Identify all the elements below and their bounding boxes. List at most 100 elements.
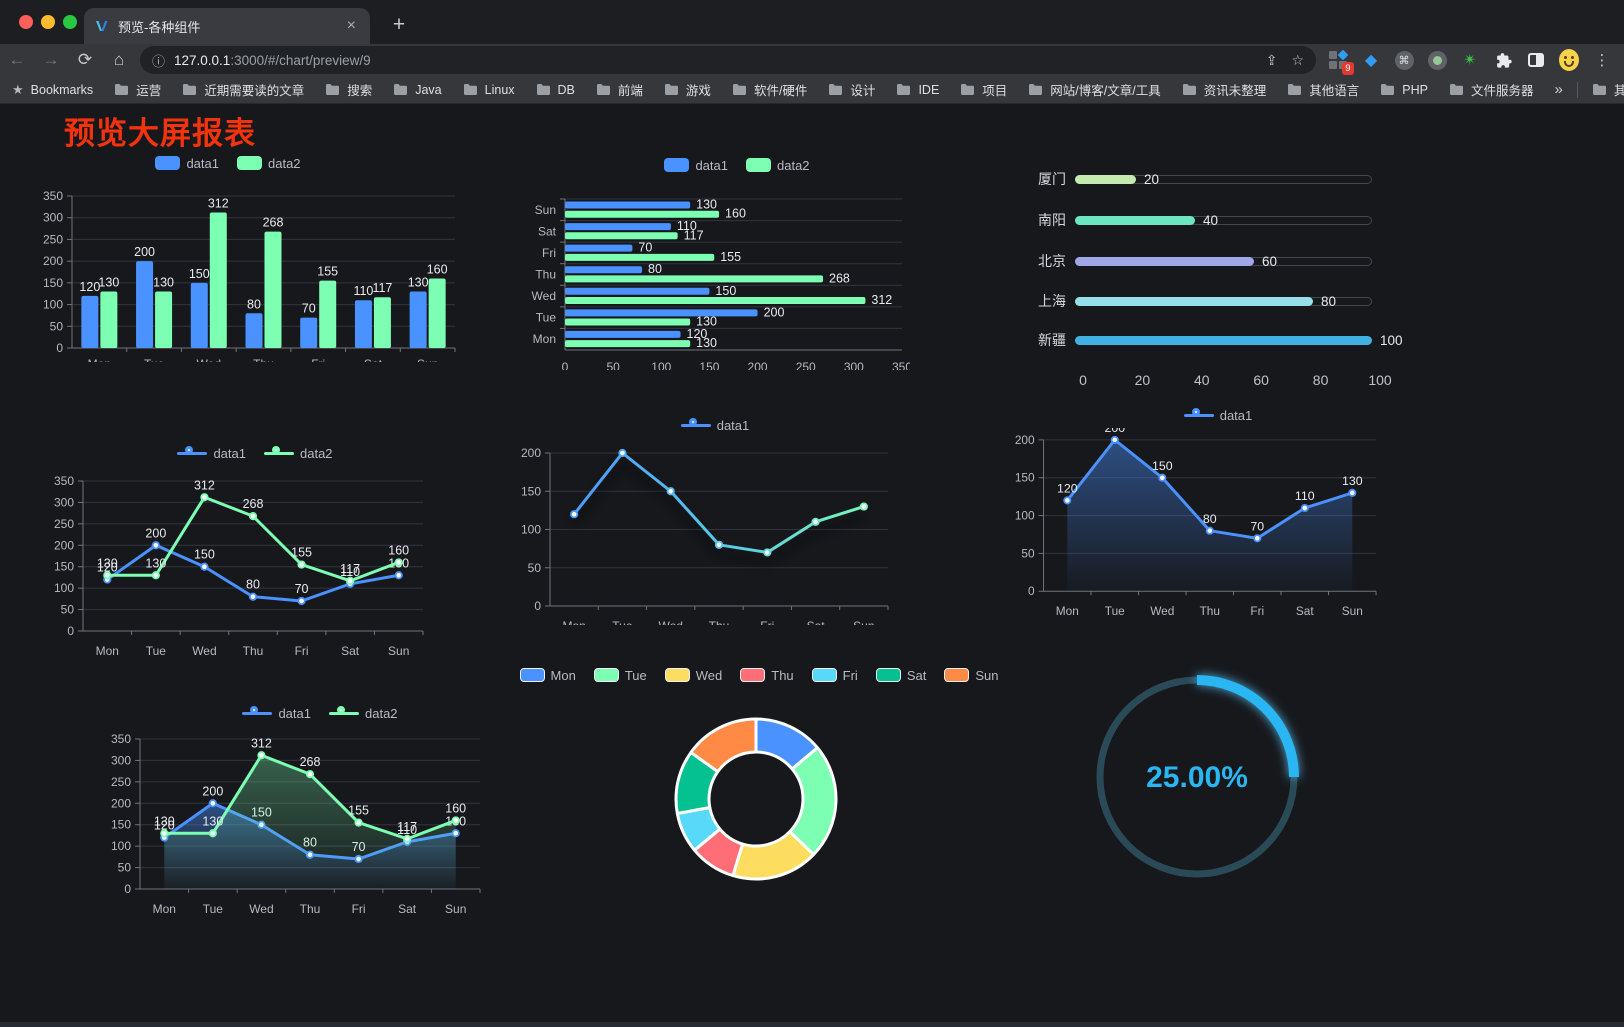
chart-canvas[interactable]: 0 50 100 150 200 250 300 350 Mon Tue Wed Thu Fri Sat S… xyxy=(40,176,460,362)
svg-text:Sun: Sun xyxy=(388,644,409,658)
command-extension-icon[interactable]: ⌘ xyxy=(1394,50,1414,70)
extensions-puzzle-icon[interactable] xyxy=(1493,50,1513,70)
browser-menu-icon[interactable]: ⋮ xyxy=(1594,52,1610,69)
side-panel-icon[interactable] xyxy=(1526,50,1546,70)
legend-item-data1[interactable]: data1 xyxy=(1183,408,1252,423)
legend-item-data2[interactable]: data2 xyxy=(746,158,810,173)
chart-multi-area-line[interactable]: data1 data2 0 50 100 150 200 250 300 350 Mon Tue Wed… xyxy=(90,690,500,918)
legend-item-Thu[interactable]: Thu xyxy=(740,668,794,683)
legend-item-data2[interactable]: data2 xyxy=(329,706,398,721)
svg-text:200: 200 xyxy=(748,360,768,370)
legend-item-data1[interactable]: data1 xyxy=(680,418,749,433)
home-button[interactable]: ⌂ xyxy=(113,50,125,69)
browser-tab[interactable]: 预览-各种组件 × xyxy=(84,8,370,44)
bookmark-folder[interactable]: 近期需要读的文章 xyxy=(182,80,304,99)
bookmark-folder[interactable]: 游戏 xyxy=(664,80,711,99)
chart-multi-line[interactable]: data1 data2 0 50 100 150 200 250 300 350 Mon Tue Wed… xyxy=(40,430,470,660)
legend-item-Sun[interactable]: Sun xyxy=(944,668,998,683)
chart-grouped-bar[interactable]: data1 data2 0 50 100 150 200 250 300 350 Mon Tue Wed… xyxy=(40,150,460,362)
bookmark-folder[interactable]: Linux xyxy=(463,83,515,97)
legend-swatch xyxy=(811,668,837,682)
new-tab-button[interactable]: + xyxy=(392,13,406,36)
profile-avatar[interactable] xyxy=(1559,49,1579,71)
legend-item-data1[interactable]: data1 xyxy=(242,706,311,721)
chart-gradient-line[interactable]: data1 0 50 100 150 200 Mon Tue Wed Thu Fri Sat Sun xyxy=(500,402,900,625)
legend-item-data2[interactable]: data2 xyxy=(237,156,301,171)
svg-text:100: 100 xyxy=(111,839,131,853)
bookmark-folder[interactable]: PHP xyxy=(1380,83,1428,97)
legend-item-data1[interactable]: data1 xyxy=(664,158,728,173)
traffic-light-maximize[interactable] xyxy=(63,15,77,29)
gauge-value-label: 25.00% xyxy=(1146,761,1248,794)
traffic-light-minimize[interactable] xyxy=(41,15,55,29)
share-icon[interactable]: ⇪ xyxy=(1265,51,1278,68)
progress-row-北京: 北京 60 xyxy=(1000,251,1400,271)
bookmark-folder[interactable]: Java xyxy=(393,83,442,97)
svg-text:50: 50 xyxy=(528,561,542,575)
record-extension-icon[interactable] xyxy=(1427,50,1447,70)
forward-button[interactable]: → xyxy=(42,50,60,69)
svg-text:200: 200 xyxy=(145,526,166,540)
tab-close-icon[interactable]: × xyxy=(346,17,356,34)
chart-canvas[interactable]: 0 50 100 150 200 250 300 350 Mon Tue Wed Thu Fri Sat S… xyxy=(90,726,500,918)
legend-line-marker xyxy=(242,706,273,720)
svg-text:Mon: Mon xyxy=(88,357,111,362)
chart-canvas[interactable]: 0 50 100 150 200 Mon Tue Wed Thu Fri Sat Sun 120 200 1… xyxy=(990,428,1390,618)
donut-slice-Sun[interactable] xyxy=(689,717,758,774)
legend-swatch xyxy=(237,156,262,170)
bookmark-folder[interactable]: 资讯未整理 xyxy=(1182,80,1266,99)
legend-item-Fri[interactable]: Fri xyxy=(811,668,858,683)
browser-toolbar: ← → ⟳ ⌂ ⓘ 127.0.0.1:3000/#/chart/preview… xyxy=(0,44,1624,76)
legend-item-Sat[interactable]: Sat xyxy=(875,668,926,683)
folder-icon xyxy=(1449,84,1463,95)
bookmark-folder[interactable]: 文件服务器 xyxy=(1449,80,1533,99)
bookmark-folder[interactable]: 运营 xyxy=(114,80,161,99)
legend-item-data1[interactable]: data1 xyxy=(155,156,219,171)
bookmark-folder[interactable]: 网站/博客/文章/工具 xyxy=(1028,80,1161,99)
svg-text:200: 200 xyxy=(202,784,223,798)
svg-text:100: 100 xyxy=(43,298,63,312)
bookmarks-overflow-chevron[interactable]: » xyxy=(1554,81,1563,98)
svg-text:Tue: Tue xyxy=(146,644,167,658)
legend-item-data2[interactable]: data2 xyxy=(264,446,333,461)
bookmark-folder[interactable]: 搜索 xyxy=(325,80,372,99)
legend-item-Mon[interactable]: Mon xyxy=(519,668,576,683)
gem-extension-icon[interactable]: ◆ xyxy=(1364,52,1378,69)
folder-icon xyxy=(732,84,746,95)
chart-canvas[interactable]: 0 50 100 150 200 250 300 350 Mon Tue Wed Thu Fri Sat S… xyxy=(40,466,470,660)
bookmark-folder[interactable]: DB xyxy=(536,83,575,97)
svg-text:120: 120 xyxy=(1057,482,1078,496)
reload-button[interactable]: ⟳ xyxy=(77,50,93,69)
chart-area-line[interactable]: data1 0 50 100 150 200 Mon Tue Wed Thu Fri Sat Sun 12… xyxy=(990,398,1390,618)
legend-item-Tue[interactable]: Tue xyxy=(593,668,647,683)
legend-item-data1[interactable]: data1 xyxy=(177,446,246,461)
bookmark-folder[interactable]: 其他语言 xyxy=(1287,80,1359,99)
chart-percent-gauge[interactable]: 25.00% xyxy=(1080,655,1315,900)
legend-item-Wed[interactable]: Wed xyxy=(664,668,722,683)
chart-canvas[interactable]: 0 50 100 150 200 Mon Tue Wed Thu Fri Sat Sun xyxy=(500,438,900,625)
address-bar[interactable]: ⓘ 127.0.0.1:3000/#/chart/preview/9 ⇪ ☆ xyxy=(140,46,1316,74)
traffic-light-close[interactable] xyxy=(19,15,33,29)
chart-city-progress[interactable]: 厦门 20 南阳 40 北京 60 上海 80 新疆 100 0 20 40 60 80 100 xyxy=(1000,158,1403,393)
bookmark-folder[interactable]: 项目 xyxy=(960,80,1007,99)
bookmark-star-icon[interactable]: ☆ xyxy=(1291,51,1304,68)
bookmark-folder[interactable]: 设计 xyxy=(828,80,875,99)
chart-canvas[interactable]: 25.00% xyxy=(1080,655,1315,900)
legend-label: data2 xyxy=(268,155,301,171)
bookmark-folder[interactable]: 软件/硬件 xyxy=(732,80,807,99)
chart-canvas[interactable] xyxy=(545,688,965,902)
legend-label: data2 xyxy=(777,157,810,173)
bookmarks-root[interactable]: ★ Bookmarks xyxy=(12,81,94,97)
green-star-extension-icon[interactable]: ✴ xyxy=(1463,52,1477,69)
other-bookmarks-folder[interactable]: 其他书签 xyxy=(1592,80,1624,99)
folder-icon xyxy=(1029,84,1043,95)
svg-text:100: 100 xyxy=(651,360,671,370)
bookmark-folder[interactable]: IDE xyxy=(896,83,939,97)
extension-grid-icon[interactable]: 9 xyxy=(1328,49,1354,75)
site-info-icon[interactable]: ⓘ xyxy=(152,53,166,69)
chart-week-donut[interactable]: Mon Tue Wed Thu Fri Sat Sun xyxy=(519,662,998,902)
chart-horizontal-bar[interactable]: data1 data2 0 50 100 150 200 250 300 350 Mon 120 130… xyxy=(500,152,910,371)
back-button[interactable]: ← xyxy=(8,50,26,69)
bookmark-folder[interactable]: 前端 xyxy=(596,80,643,99)
